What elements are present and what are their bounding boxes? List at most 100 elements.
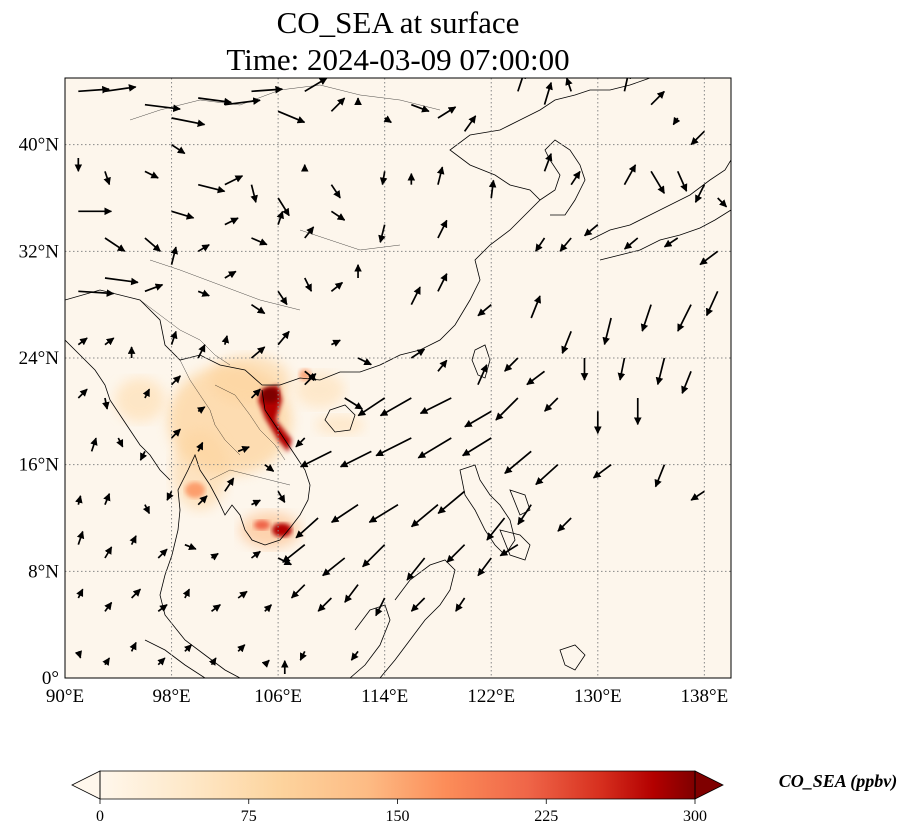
wind-vector [144, 170, 159, 179]
wind-vector [690, 130, 705, 146]
wind-vector [197, 183, 226, 194]
wind-vector [535, 464, 559, 486]
colorbar-ticks: 0 75 150 225 300 [96, 799, 707, 825]
wind-vector [495, 397, 519, 421]
wind-vector [277, 197, 290, 217]
wind-vector [299, 650, 307, 661]
title-line-2: Time: 2024-03-09 07:00:00 [226, 42, 569, 77]
wind-vector [197, 495, 208, 506]
wind-vector [130, 588, 142, 599]
map-background [65, 78, 731, 678]
wind-vector [224, 477, 235, 492]
wind-vector [357, 397, 386, 417]
wind-vector [330, 281, 343, 292]
wind-vector [330, 97, 346, 112]
y-tick-label: 32°N [19, 241, 60, 262]
wind-vector [250, 550, 261, 559]
colorbar-tick-label: 225 [534, 808, 558, 825]
wind-vector [197, 344, 206, 359]
wind-vector [144, 283, 164, 293]
wind-vector [477, 364, 488, 386]
wind-vector [584, 224, 599, 237]
wind-vector [170, 246, 179, 265]
wind-vector [198, 97, 232, 106]
wind-vector [410, 597, 426, 612]
wind-vector [517, 504, 532, 526]
wind-vector [650, 170, 666, 194]
wind-vector [224, 97, 261, 106]
wind-vector [410, 286, 421, 306]
y-tick-label: 16°N [19, 455, 60, 476]
wind-vector [543, 81, 553, 105]
wind-vector [277, 110, 306, 124]
wind-vector [437, 106, 457, 119]
wind-vector [331, 339, 341, 347]
wind-vector [251, 499, 261, 507]
colorbar-extend-min [71, 770, 101, 800]
wind-vector [565, 78, 573, 92]
x-tick-label: 122°E [467, 686, 515, 707]
wind-vector [224, 217, 239, 226]
wind-vector [681, 371, 692, 395]
wind-vector [77, 337, 88, 346]
wind-vector [437, 219, 448, 239]
colorbar: 0 75 150 225 300 CO_SEA (ppbv) [71, 770, 898, 825]
wind-vector [277, 490, 286, 503]
wind-vector [129, 535, 137, 546]
wind-vector [486, 517, 506, 541]
wind-vector [690, 490, 705, 501]
wind-vector [75, 495, 83, 505]
wind-vector [699, 250, 719, 266]
wind-vectors [74, 78, 728, 674]
wind-vector [264, 463, 275, 472]
wind-vector [368, 503, 399, 523]
wind-vector [654, 464, 666, 488]
wind-vector [304, 78, 328, 93]
wind-vector [157, 604, 168, 613]
wind-vector [410, 348, 426, 359]
wind-vector [277, 330, 290, 346]
x-tick-label: 90°E [46, 686, 84, 707]
wind-vector [250, 346, 266, 359]
wind-vector [375, 597, 386, 617]
wind-vector [171, 117, 206, 128]
wind-vector [623, 237, 639, 250]
wind-vector [104, 237, 126, 252]
wind-vector [129, 641, 137, 652]
wind-vector [171, 210, 195, 220]
wind-vector [488, 179, 497, 199]
wind-vector [437, 490, 466, 514]
wind-vector [237, 590, 248, 599]
wind-vector [144, 237, 161, 252]
wind-vector [77, 388, 88, 399]
wind-vector [142, 388, 151, 399]
wind-vector [251, 237, 268, 246]
wind-vector [142, 504, 151, 515]
wind-vector [196, 406, 206, 414]
wind-vector [157, 657, 166, 666]
wind-vector [504, 357, 519, 372]
wind-vector [410, 504, 439, 528]
wind-vector [499, 543, 519, 557]
wind-vector [104, 546, 113, 559]
wind-vector [557, 517, 572, 532]
wind-vector [559, 237, 572, 252]
wind-vector [116, 437, 124, 448]
wind-vector [139, 450, 148, 461]
wind-vector [543, 153, 553, 172]
wind-vector [211, 604, 221, 613]
wind-vector [183, 644, 193, 653]
wind-vector [357, 357, 372, 366]
y-tick-label: 8°N [28, 561, 59, 582]
wind-vector [78, 85, 110, 94]
colorbar-label: CO_SEA (ppbv) [779, 771, 898, 792]
wind-vector [170, 375, 181, 386]
wind-vector [331, 503, 359, 523]
wind-vector [196, 441, 204, 452]
wind-vector [561, 331, 572, 355]
wind-vector [623, 164, 637, 186]
wind-vector [251, 85, 284, 94]
wind-vector [317, 597, 333, 612]
wind-vector [104, 277, 139, 286]
